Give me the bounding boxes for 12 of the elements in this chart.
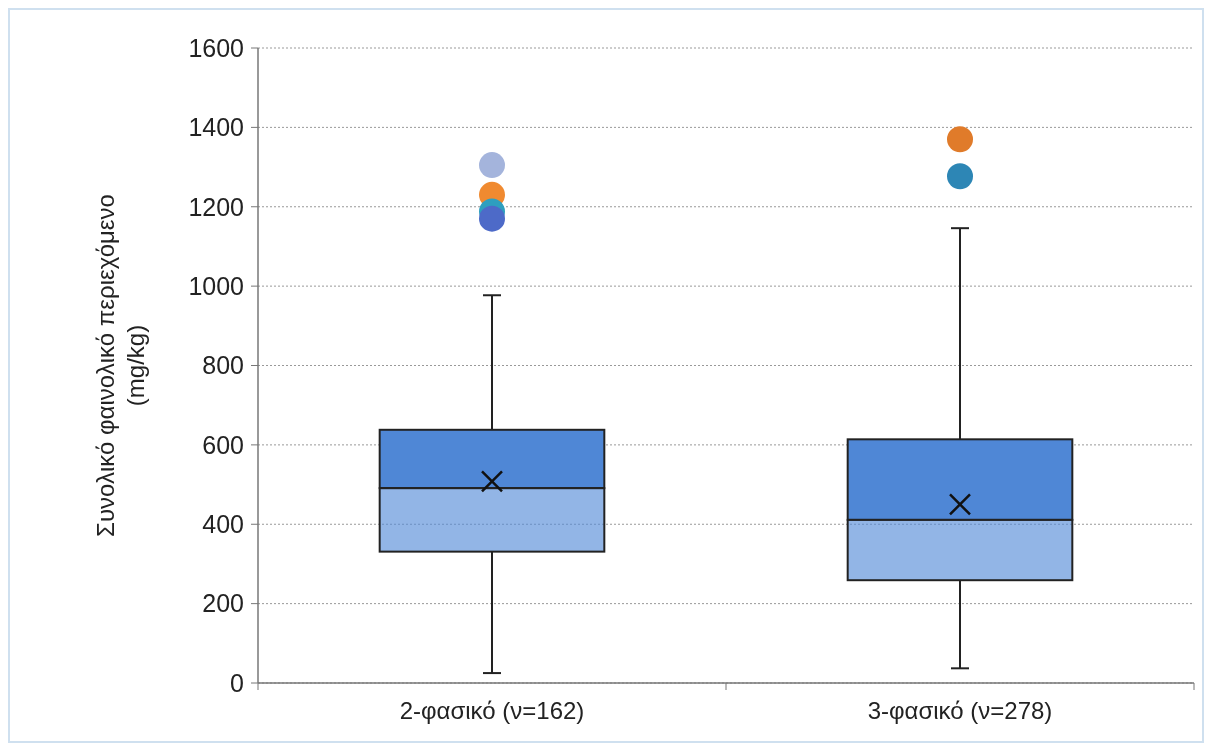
y-tick-label: 400: [202, 510, 244, 538]
x-tick-label: 3-φασικό (ν=278): [867, 697, 1053, 724]
y-tick-label: 1600: [188, 33, 244, 62]
y-axis-title: Συνολικό φαινολικό περιεχόμενο (mg/kg): [91, 194, 149, 537]
y-tick-label: 200: [202, 589, 244, 618]
y-tick-label: 600: [202, 430, 244, 459]
y-tick-label: 800: [202, 351, 244, 380]
y-tick-label: 1400: [188, 113, 244, 142]
x-tick-label: 2-φασικό (ν=162): [399, 697, 585, 724]
y-tick-label: 1200: [188, 192, 244, 221]
y-tick-label: 0: [230, 668, 244, 697]
y-tick-label: 1000: [188, 271, 244, 300]
